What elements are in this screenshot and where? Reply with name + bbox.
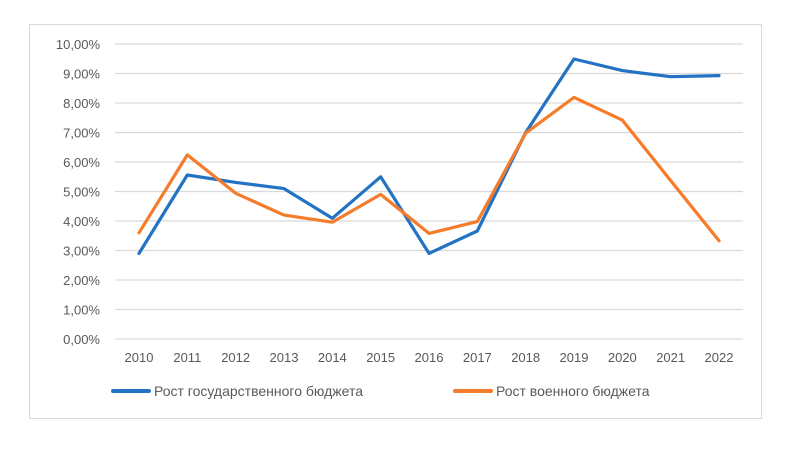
y-tick-label: 5,00% bbox=[63, 185, 100, 200]
legend-swatch-blue-icon bbox=[111, 389, 151, 393]
x-tick-label: 2017 bbox=[463, 350, 492, 365]
x-tick-label: 2015 bbox=[366, 350, 395, 365]
y-tick-label: 0,00% bbox=[63, 332, 100, 347]
legend-item-state-budget[interactable]: Рост государственного бюджета bbox=[111, 383, 363, 399]
y-tick-label: 10,00% bbox=[56, 37, 101, 52]
x-tick-label: 2021 bbox=[656, 350, 685, 365]
y-tick-label: 9,00% bbox=[63, 67, 100, 82]
x-tick-label: 2010 bbox=[125, 350, 154, 365]
x-tick-label: 2013 bbox=[270, 350, 299, 365]
y-tick-label: 1,00% bbox=[63, 303, 100, 318]
x-tick-label: 2019 bbox=[560, 350, 589, 365]
y-tick-label: 4,00% bbox=[63, 214, 100, 229]
x-tick-label: 2022 bbox=[705, 350, 734, 365]
x-axis-ticks: 2010 2011 2012 2013 2014 2015 2016 2017 2018 2019… bbox=[125, 350, 734, 365]
x-tick-label: 2018 bbox=[511, 350, 540, 365]
x-tick-label: 2011 bbox=[173, 350, 201, 365]
x-tick-label: 2014 bbox=[318, 350, 347, 365]
series-line-state-budget bbox=[137, 57, 721, 255]
legend-swatch-orange-icon bbox=[453, 389, 493, 393]
y-tick-label: 6,00% bbox=[63, 155, 100, 170]
legend: Рост государственного бюджета Рост военн… bbox=[0, 383, 800, 407]
y-tick-label: 8,00% bbox=[63, 96, 100, 111]
series-lines bbox=[137, 57, 721, 255]
y-tick-label: 7,00% bbox=[63, 126, 100, 141]
legend-label-military-budget: Рост военного бюджета bbox=[496, 383, 650, 399]
series-line-military-budget bbox=[137, 95, 721, 243]
legend-item-military-budget[interactable]: Рост военного бюджета bbox=[453, 383, 650, 399]
y-tick-label: 3,00% bbox=[63, 244, 100, 259]
legend-label-state-budget: Рост государственного бюджета bbox=[154, 383, 363, 399]
x-tick-label: 2016 bbox=[415, 350, 444, 365]
gridlines bbox=[115, 43, 743, 340]
y-axis-ticks: 0,00% 1,00% 2,00% 3,00% 4,00% 5,00% 6,00% 7,00%… bbox=[56, 37, 101, 347]
x-tick-label: 2020 bbox=[608, 350, 637, 365]
x-tick-label: 2012 bbox=[221, 350, 250, 365]
y-tick-label: 2,00% bbox=[63, 273, 100, 288]
